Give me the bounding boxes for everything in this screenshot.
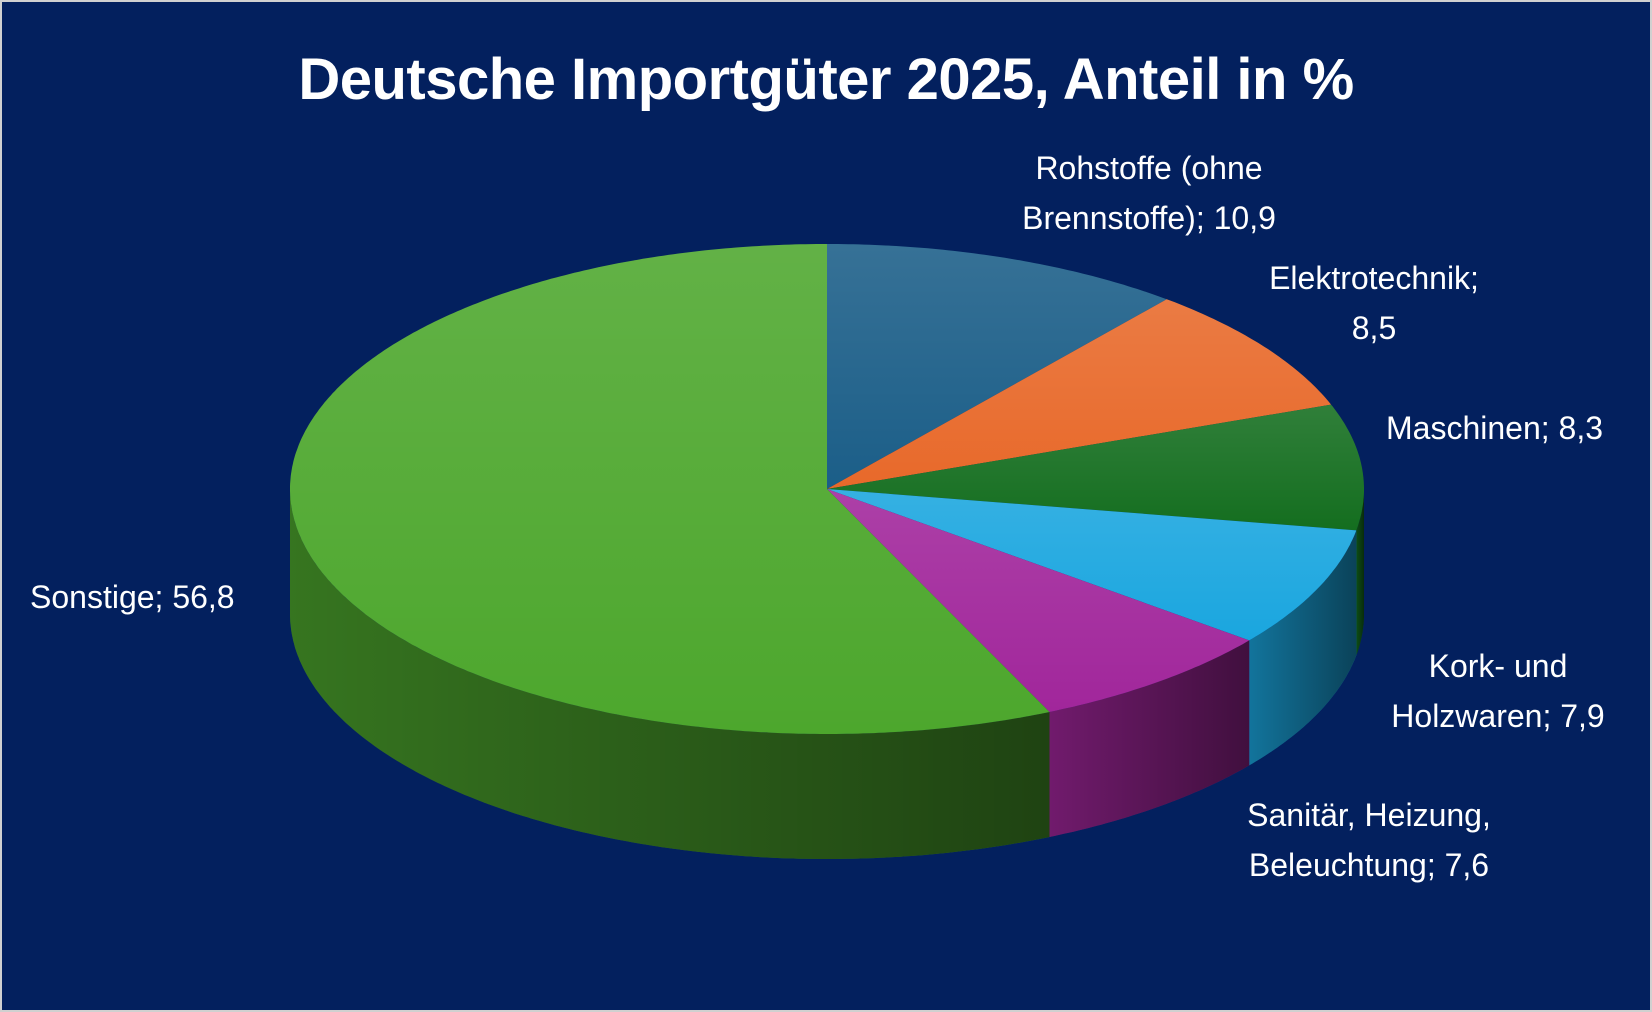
slice-side-shade	[290, 489, 1050, 859]
slice-gloss	[827, 489, 1357, 641]
slice-gloss	[827, 404, 1364, 531]
slice-gloss	[827, 299, 1332, 489]
slice-gloss	[827, 489, 1250, 712]
slice-side-shade	[1049, 640, 1250, 837]
slice-side-shade	[1356, 489, 1364, 656]
slice-gloss	[827, 244, 1167, 489]
slice-gloss	[290, 244, 1050, 734]
data-label: Rohstoffe (ohne Brennstoffe); 10,9	[1022, 150, 1276, 236]
data-label: Sanitär, Heizung, Beleuchtung; 7,6	[1247, 797, 1491, 883]
slice-side-shade	[1249, 530, 1357, 766]
data-label: Kork- und Holzwaren; 7,9	[1391, 648, 1605, 734]
chart-title: Deutsche Importgüter 2025, Anteil in %	[298, 47, 1354, 112]
data-label: Elektrotechnik; 8,5	[1269, 260, 1479, 346]
data-label: Sonstige; 56,8	[30, 579, 235, 615]
data-label: Maschinen; 8,3	[1386, 410, 1604, 446]
